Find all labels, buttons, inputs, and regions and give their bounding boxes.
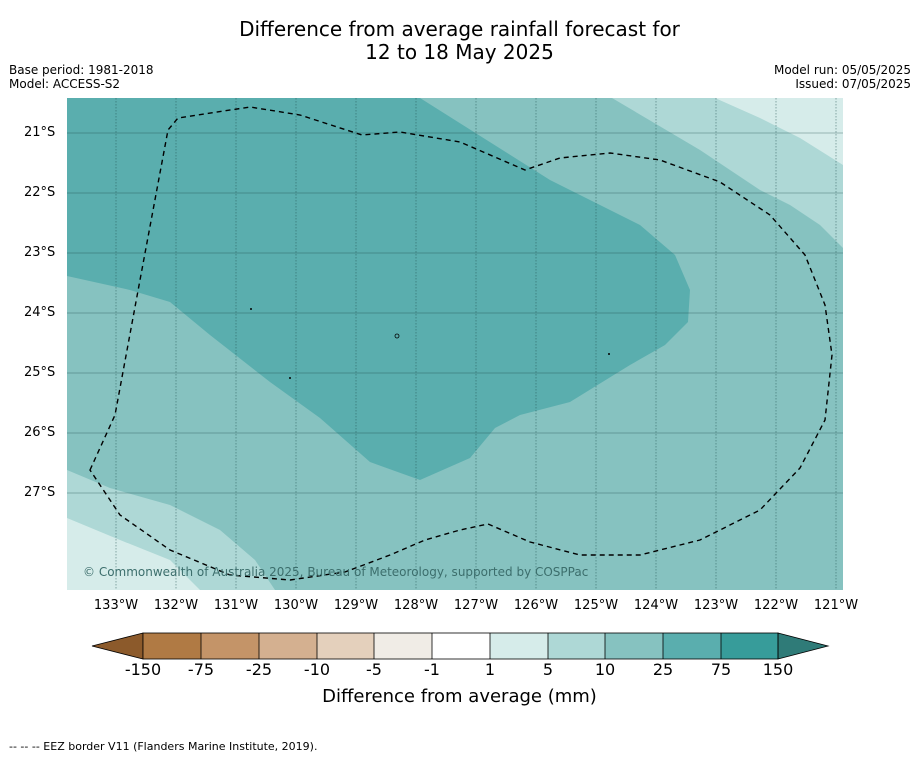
lat-label: 27°S — [24, 485, 56, 500]
colorbar-tick: 1 — [484, 660, 496, 679]
lon-label: 126°W — [513, 598, 559, 613]
lat-label: 22°S — [24, 185, 56, 200]
model-name: Model: ACCESS-S2 — [9, 77, 121, 91]
band-25-75 — [67, 98, 690, 480]
title-line-1: Difference from average rainfall forecas… — [239, 17, 680, 41]
lon-label: 124°W — [633, 598, 679, 613]
eez-border — [89, 106, 833, 581]
issued-date: Issued: 07/05/2025 — [795, 77, 911, 91]
lon-label: 125°W — [573, 598, 619, 613]
colorbar-title: Difference from average (mm) — [322, 686, 597, 707]
colorbar-tick: -10 — [303, 660, 331, 679]
island-marker — [608, 353, 610, 355]
map-title: Difference from average rainfall forecas… — [0, 18, 919, 64]
island-marker — [289, 377, 291, 379]
lat-label: 23°S — [24, 245, 56, 260]
colorbar-extend-low — [91, 632, 144, 660]
rainfall-field — [67, 98, 843, 590]
copyright-text: © Commonwealth of Australia 2025, Bureau… — [83, 565, 589, 579]
lat-label: 25°S — [24, 365, 56, 380]
lon-label: 133°W — [93, 598, 139, 613]
colorbar-tick: 150 — [762, 660, 794, 679]
lon-label: 128°W — [393, 598, 439, 613]
island-marker — [250, 308, 252, 310]
meta-left: Base period: 1981-2018 Model: ACCESS-S2 — [9, 63, 154, 91]
colorbar-tick: -5 — [366, 660, 382, 679]
title-line-2: 12 to 18 May 2025 — [365, 40, 554, 64]
colorbar-tick: 25 — [652, 660, 674, 679]
lon-label: 127°W — [453, 598, 499, 613]
band-1-5-ne — [715, 98, 843, 165]
lon-label: 130°W — [273, 598, 319, 613]
colorbar-tick: 10 — [594, 660, 616, 679]
lon-label: 132°W — [153, 598, 199, 613]
colorbar-tick: 75 — [710, 660, 732, 679]
lat-label: 21°S — [24, 125, 56, 140]
lon-label: 122°W — [753, 598, 799, 613]
lat-label: 26°S — [24, 425, 56, 440]
lat-label: 24°S — [24, 305, 56, 320]
colorbar-tick: -25 — [245, 660, 273, 679]
lon-label: 121°W — [813, 598, 859, 613]
colorbar — [91, 632, 830, 660]
footer-note: -- -- -- EEZ border V11 (Flanders Marine… — [9, 740, 318, 753]
base-period: Base period: 1981-2018 — [9, 63, 154, 77]
colorbar-tick: 5 — [542, 660, 554, 679]
lon-label: 129°W — [333, 598, 379, 613]
colorbar-tick: -1 — [424, 660, 440, 679]
model-run: Model run: 05/05/2025 — [773, 63, 911, 77]
colorbar-extend-high — [777, 632, 830, 660]
band-1-5-sw — [67, 518, 200, 590]
colorbar-tick: -75 — [187, 660, 215, 679]
lon-label: 131°W — [213, 598, 259, 613]
island-marker — [394, 333, 400, 339]
meta-right: Model run: 05/05/2025 Issued: 07/05/2025 — [774, 63, 911, 91]
colorbar-tick: -150 — [124, 660, 162, 679]
lon-label: 123°W — [693, 598, 739, 613]
band-5-10-ne — [612, 98, 843, 248]
